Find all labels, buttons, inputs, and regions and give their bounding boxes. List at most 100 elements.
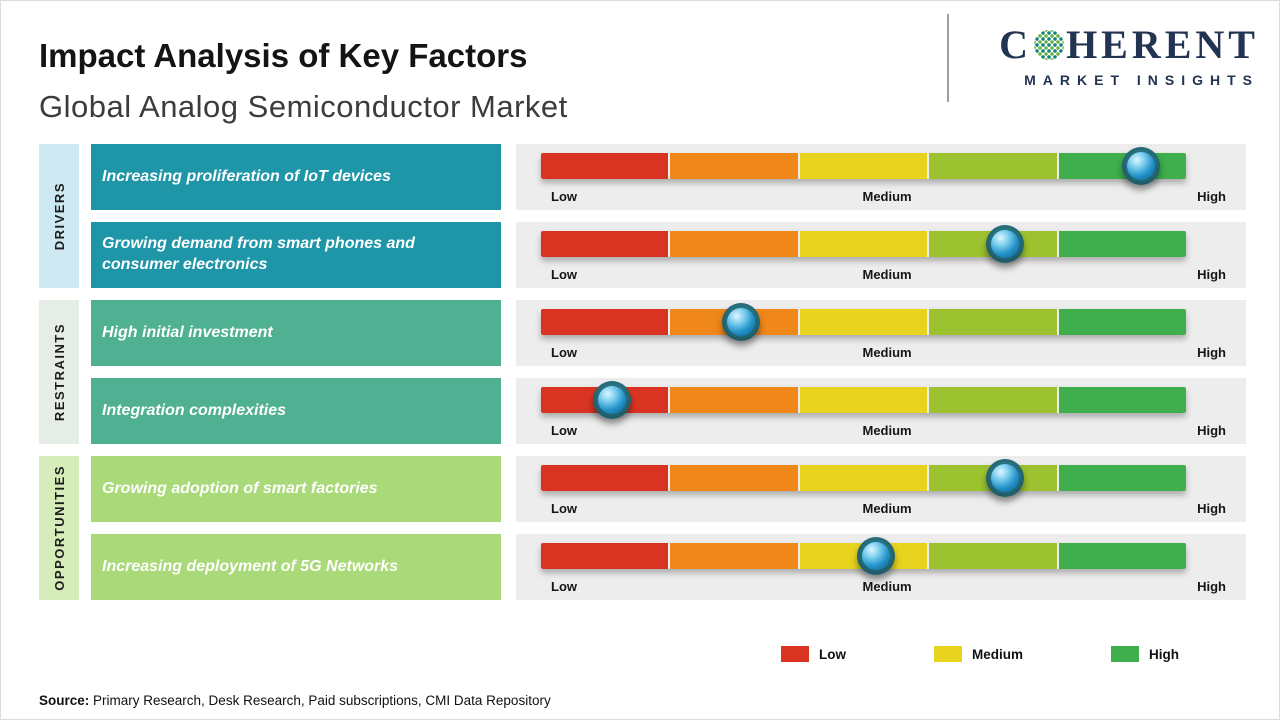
page-subtitle: Global Analog Semiconductor Market [39,89,568,124]
legend-label: Medium [971,646,1023,662]
impact-scale-track: Low Medium High [516,456,1246,522]
factor-row: Increasing proliferation of IoT devices … [91,144,1246,210]
scale-label-low: Low [551,579,577,594]
source-label: Source: [39,693,90,708]
scale-label-high: High [1197,345,1226,360]
impact-scale-track: Low Medium High [516,222,1246,288]
scale-segment [670,465,798,491]
impact-scale-track: Low Medium High [516,534,1246,600]
impact-slider-knob[interactable] [1121,147,1160,185]
factor-label: High initial investment [102,323,273,341]
scale-label-high: High [1197,423,1226,438]
scale-segment [799,465,928,491]
scale-labels: Low Medium High [551,579,1226,594]
scale-segment [1058,465,1187,491]
scale-label-high: High [1197,501,1226,516]
scale-segment [541,153,669,179]
factor-row: Integration complexities Low Medium High [91,378,1246,444]
scale-label-low: Low [551,423,577,438]
scale-label-low: Low [551,345,577,360]
scale-label-high: High [1197,579,1226,594]
scale-label-low: Low [551,267,577,282]
factor-label-box: High initial investment [91,300,501,366]
impact-slider-knob[interactable] [592,381,631,419]
page-title: Impact Analysis of Key Factors [39,37,528,74]
impact-slider-knob-gloss [991,464,1020,492]
impact-scale-bar [541,465,1187,491]
impact-slider-knob[interactable] [986,225,1025,263]
scale-label-low: Low [551,501,577,516]
scale-segment [670,231,798,257]
scale-segment [929,153,1057,179]
scale-segment [670,153,798,179]
factor-row: Growing adoption of smart factories Low … [91,456,1246,522]
scale-segment [929,387,1057,413]
scale-label-medium: Medium [862,267,912,282]
impact-slider-knob[interactable] [721,303,760,341]
scale-label-high: High [1197,267,1226,282]
source-note: Source: Primary Research, Desk Research,… [39,693,551,708]
impact-slider-knob-gloss [1126,152,1155,180]
factor-label: Increasing proliferation of IoT devices [102,167,391,185]
logo-divider [947,14,949,102]
scale-labels: Low Medium High [551,345,1226,360]
impact-slider-knob[interactable] [857,537,896,575]
factor-label: Growing demand from smart phones and con… [102,235,415,273]
category-label: RESTRAINTS [51,322,67,422]
factor-label-box: Increasing deployment of 5G Networks [91,534,501,600]
scale-labels: Low Medium High [551,189,1226,204]
factor-row: High initial investment Low Medium High [91,300,1246,366]
factor-rows: Increasing proliferation of IoT devices … [91,144,1246,600]
category-label: OPPORTUNITIES [51,465,67,591]
source-text: Primary Research, Desk Research, Paid su… [93,693,551,708]
impact-slider-knob-gloss [726,308,755,336]
factor-label-box: Growing adoption of smart factories [91,456,501,522]
legend: Low Medium High [780,646,1179,662]
legend-label: High [1149,646,1179,662]
scale-segment [799,309,928,335]
category-strip-restraints: RESTRAINTS [39,300,79,444]
legend-swatch [933,646,962,662]
category-strip-opportunities: OPPORTUNITIES [39,456,79,600]
factor-label: Increasing deployment of 5G Networks [102,557,399,575]
impact-scale-bar [541,153,1187,179]
factor-label: Integration complexities [102,401,287,419]
scale-labels: Low Medium High [551,267,1226,282]
scale-segment [541,465,669,491]
scale-segment [541,309,669,335]
scale-segment [670,543,798,569]
scale-segment [1058,387,1187,413]
factor-label-box: Growing demand from smart phones and con… [91,222,501,288]
legend-swatch [1111,646,1139,662]
impact-scale-bar [541,231,1187,257]
impact-scale-bar [541,543,1187,569]
brand-name-prefix: C [999,22,1033,67]
impact-slider-knob[interactable] [986,459,1025,497]
scale-segment [541,231,669,257]
scale-label-high: High [1197,189,1226,204]
globe-icon [1034,30,1065,60]
legend-item-low: Low [780,646,846,662]
factor-row: Increasing deployment of 5G Networks Low… [91,534,1246,600]
scale-segment [1058,309,1187,335]
brand-name-suffix: HERENT [1066,22,1259,67]
impact-scale-bar [541,309,1187,335]
legend-item-high: High [1111,646,1179,662]
scale-labels: Low Medium High [551,423,1226,438]
scale-labels: Low Medium High [551,501,1226,516]
scale-segment [541,543,669,569]
legend-label: Low [818,646,846,662]
impact-slider-knob-gloss [597,386,626,414]
factor-row: Growing demand from smart phones and con… [91,222,1246,288]
scale-segment [799,387,928,413]
scale-segment [799,153,928,179]
scale-segment [929,543,1057,569]
factor-label-box: Integration complexities [91,378,501,444]
impact-slider-knob-gloss [862,542,891,570]
scale-segment [929,309,1057,335]
scale-label-medium: Medium [862,189,912,204]
legend-item-medium: Medium [933,646,1023,662]
brand-name: C HERENT [999,25,1259,65]
scale-label-medium: Medium [862,345,912,360]
